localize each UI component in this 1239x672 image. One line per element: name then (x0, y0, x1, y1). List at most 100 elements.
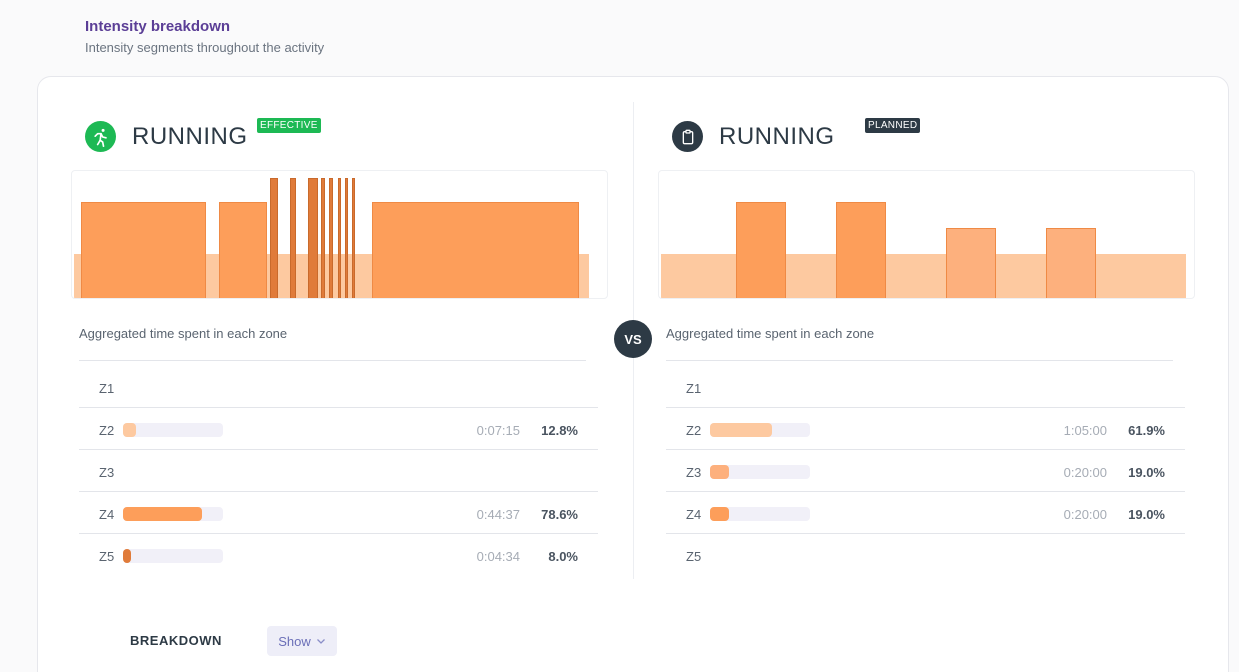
intensity-segment-z2 (579, 254, 589, 298)
breakdown-show-button[interactable]: Show (267, 626, 337, 656)
zone-progress-fill (710, 507, 729, 521)
intensity-segment-z5 (337, 178, 341, 298)
zone-time: 1:05:00 (1063, 423, 1107, 438)
zone-percent: 19.0% (1128, 507, 1165, 522)
zone-percent: 12.8% (541, 423, 578, 438)
zone-name: Z5 (99, 549, 115, 564)
intensity-segment-z4 (836, 202, 886, 298)
clipboard-icon (672, 121, 703, 152)
zone-progress-fill (710, 465, 729, 479)
intensity-segment-z2 (355, 254, 373, 298)
chevron-down-icon (316, 639, 325, 644)
zone-name: Z2 (99, 423, 115, 438)
zone-progress-track (123, 507, 223, 521)
zone-progress-fill (123, 423, 136, 437)
zone-time: 0:20:00 (1063, 465, 1107, 480)
zone-name: Z2 (686, 423, 702, 438)
section-header: Intensity breakdown Intensity segments t… (85, 18, 324, 55)
intensity-segment-z2 (348, 254, 352, 298)
zone-percent: 61.9% (1128, 423, 1165, 438)
zone-row-z2: Z2 0:07:15 12.8% (79, 408, 598, 450)
zone-name: Z3 (686, 465, 702, 480)
intensity-segment-z4 (81, 202, 207, 298)
zone-name: Z1 (686, 381, 702, 396)
planned-intensity-chart (658, 170, 1195, 299)
zone-percent: 8.0% (548, 549, 578, 564)
zone-progress-fill (123, 549, 131, 563)
zone-name: Z5 (686, 549, 702, 564)
zone-name: Z1 (99, 381, 115, 396)
intensity-segment-z3 (1046, 228, 1096, 298)
zone-progress-fill (710, 423, 772, 437)
zone-progress-track (123, 423, 223, 437)
zone-row-z2: Z2 1:05:00 61.9% (666, 408, 1185, 450)
effective-aggregated-label: Aggregated time spent in each zone (79, 326, 288, 341)
show-button-label: Show (278, 633, 311, 649)
intensity-segment-z5 (344, 178, 349, 298)
intensity-segment-z5 (320, 178, 325, 298)
zone-row-z4: Z4 0:20:00 19.0% (666, 492, 1185, 534)
zone-row-z3: Z3 (79, 450, 598, 492)
intensity-segment-z2 (786, 254, 836, 298)
planned-badge: PLANNED (865, 118, 921, 133)
zone-progress-track (123, 549, 223, 563)
zone-name: Z3 (99, 465, 115, 480)
intensity-segment-z5 (308, 178, 318, 298)
planned-sport-name: RUNNING (719, 122, 835, 150)
intensity-card: RUNNING EFFECTIVE Aggregated time spent … (37, 76, 1229, 672)
intensity-segment-z2 (1096, 254, 1186, 298)
section-subtitle: Intensity segments throughout the activi… (85, 40, 325, 55)
intensity-segment-z2 (74, 254, 82, 298)
intensity-segment-z5 (269, 178, 279, 298)
intensity-segment-z2 (317, 254, 321, 298)
section-title: Intensity breakdown (85, 18, 231, 35)
zone-time: 0:44:37 (476, 507, 520, 522)
intensity-segment-z3 (946, 228, 996, 298)
intensity-segment-z2 (332, 254, 338, 298)
zone-name: Z4 (686, 507, 702, 522)
intensity-segment-z2 (266, 254, 270, 298)
planned-panel: RUNNING PLANNED Aggregated time spent in… (658, 77, 1218, 617)
zone-table-rule (666, 360, 1173, 361)
effective-badge: EFFECTIVE (257, 118, 321, 133)
intensity-segment-z4 (218, 202, 267, 298)
intensity-segment-z4 (736, 202, 786, 298)
zone-table-rule (79, 360, 586, 361)
intensity-segment-z2 (661, 254, 736, 298)
zone-time: 0:20:00 (1063, 507, 1107, 522)
zone-progress-track (710, 423, 810, 437)
planned-sport-header: RUNNING (672, 121, 835, 152)
intensity-segment-z4 (372, 202, 580, 298)
zone-name: Z4 (99, 507, 115, 522)
effective-sport-name: RUNNING (132, 122, 248, 150)
effective-sport-header: RUNNING (85, 121, 248, 152)
intensity-segment-z2 (278, 254, 291, 298)
intensity-segment-z5 (351, 178, 356, 298)
effective-panel: RUNNING EFFECTIVE Aggregated time spent … (71, 77, 631, 617)
zone-percent: 78.6% (541, 507, 578, 522)
intensity-segment-z2 (206, 254, 219, 298)
zone-time: 0:04:34 (476, 549, 520, 564)
zone-time: 0:07:15 (476, 423, 520, 438)
zone-progress-track (710, 507, 810, 521)
intensity-segment-z5 (290, 178, 297, 298)
zone-row-z4: Z4 0:44:37 78.6% (79, 492, 598, 534)
zone-percent: 19.0% (1128, 465, 1165, 480)
zone-progress-track (710, 465, 810, 479)
zone-row-z1: Z1 (79, 366, 598, 408)
intensity-segment-z5 (329, 178, 333, 298)
zone-row-z5: Z5 0:04:34 8.0% (79, 534, 598, 576)
zone-row-z5: Z5 (666, 534, 1185, 576)
zone-row-z3: Z3 0:20:00 19.0% (666, 450, 1185, 492)
intensity-segment-z2 (324, 254, 330, 298)
intensity-segment-z2 (996, 254, 1046, 298)
zone-progress-fill (123, 507, 202, 521)
vs-badge: VS (614, 320, 652, 358)
zone-row-z1: Z1 (666, 366, 1185, 408)
planned-aggregated-label: Aggregated time spent in each zone (666, 326, 875, 341)
effective-intensity-chart (71, 170, 608, 299)
running-person-icon (85, 121, 116, 152)
intensity-segment-z2 (296, 254, 309, 298)
intensity-segment-z2 (886, 254, 946, 298)
intensity-segment-z2 (340, 254, 345, 298)
